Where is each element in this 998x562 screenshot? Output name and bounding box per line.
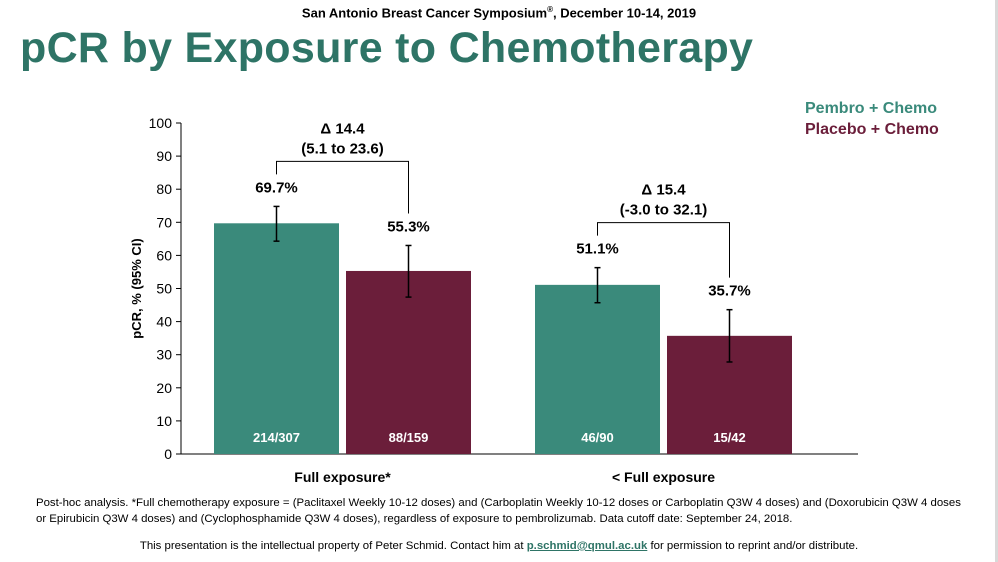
data-label: 51.1% bbox=[576, 241, 619, 258]
legend-item-pembro: Pembro + Chemo bbox=[805, 100, 938, 117]
y-tick-label: 90 bbox=[156, 148, 172, 164]
y-tick-label: 80 bbox=[156, 181, 172, 197]
difference-delta: Δ 14.4 bbox=[320, 120, 365, 137]
bar-count-label: 214/307 bbox=[253, 430, 300, 445]
legend-item-placebo: Placebo + Chemo bbox=[805, 121, 939, 138]
slide-edge bbox=[995, 0, 998, 562]
ip-notice: This presentation is the intellectual pr… bbox=[0, 540, 998, 552]
ip-notice-text: This presentation is the intellectual pr… bbox=[139, 540, 527, 552]
registered-mark: ® bbox=[547, 5, 553, 14]
difference-bracket bbox=[276, 160, 409, 214]
y-tick-label: 100 bbox=[149, 115, 173, 131]
x-category-label: < Full exposure bbox=[612, 469, 715, 485]
x-category-label: Full exposure* bbox=[294, 469, 391, 485]
slide-title: pCR by Exposure to Chemotherapy bbox=[20, 24, 754, 72]
difference-delta: Δ 15.4 bbox=[641, 182, 686, 199]
conference-dates: , December 10-14, 2019 bbox=[552, 5, 697, 21]
bar-count-label: 15/42 bbox=[713, 430, 746, 445]
bar bbox=[535, 284, 660, 454]
y-tick-label: 0 bbox=[164, 446, 172, 462]
conference-name: San Antonio Breast Cancer Symposium bbox=[301, 5, 548, 21]
data-label: 69.7% bbox=[255, 179, 298, 196]
difference-bracket bbox=[597, 222, 730, 278]
y-tick-label: 40 bbox=[156, 314, 172, 330]
ip-notice-suffix: for permission to reprint and/or distrib… bbox=[647, 540, 859, 552]
y-tick-label: 60 bbox=[156, 247, 172, 263]
y-tick-label: 30 bbox=[156, 347, 172, 363]
bar bbox=[346, 270, 471, 454]
y-tick-label: 50 bbox=[156, 281, 172, 297]
bar bbox=[214, 223, 339, 454]
difference-ci: (-3.0 to 32.1) bbox=[620, 202, 708, 219]
y-tick-label: 20 bbox=[156, 380, 172, 396]
data-label: 55.3% bbox=[387, 218, 430, 235]
y-tick-label: 70 bbox=[156, 214, 172, 230]
bar-count-label: 88/159 bbox=[389, 430, 429, 445]
bar-count-label: 46/90 bbox=[581, 430, 614, 445]
y-tick-label: 10 bbox=[156, 413, 172, 429]
chart-legend: Pembro + Chemo Placebo + Chemo bbox=[805, 98, 939, 140]
contact-email-link[interactable]: p.schmid@qmul.ac.uk bbox=[526, 540, 648, 552]
footnote: Post-hoc analysis. *Full chemotherapy ex… bbox=[36, 497, 961, 525]
data-label: 35.7% bbox=[708, 283, 751, 300]
difference-ci: (5.1 to 23.6) bbox=[301, 140, 384, 157]
conference-header: San Antonio Breast Cancer Symposium®, De… bbox=[0, 5, 998, 20]
y-axis-label: pCR, % (95% CI) bbox=[129, 238, 144, 338]
